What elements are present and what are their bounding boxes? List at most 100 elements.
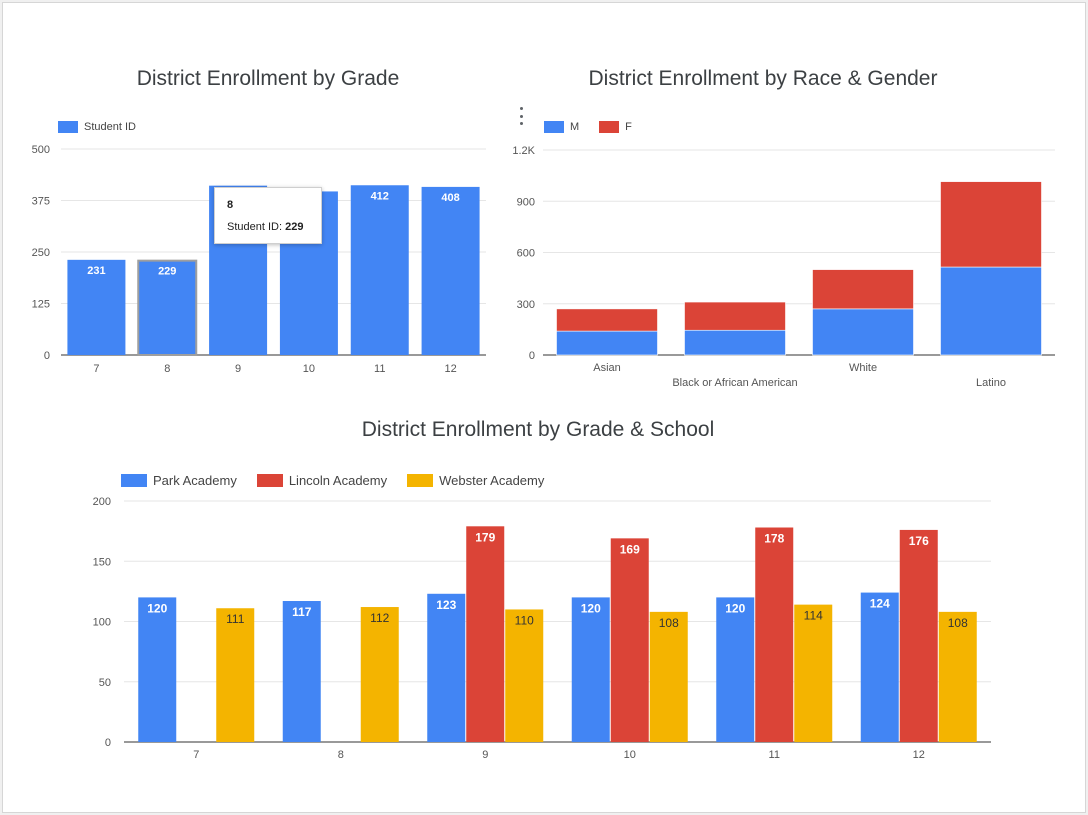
legend-label-m: M <box>570 121 580 133</box>
bar <box>216 608 255 742</box>
bar <box>350 185 409 355</box>
tooltip-label: Student ID: <box>227 221 286 233</box>
x-tick-label: 10 <box>624 749 636 761</box>
legend-item-f[interactable]: F <box>599 121 632 133</box>
chart2-title: District Enrollment by Race & Gender <box>588 67 938 90</box>
bar <box>899 529 938 742</box>
x-tick-label: 7 <box>93 363 99 375</box>
bar <box>860 592 899 742</box>
bar <box>610 538 649 742</box>
legend-label-lincoln: Lincoln Academy <box>288 473 388 488</box>
bar <box>67 259 126 355</box>
bar <box>466 526 505 742</box>
data-label: 120 <box>147 601 167 615</box>
bar <box>137 259 198 357</box>
chart1-title: District Enrollment by Grade <box>136 67 400 90</box>
y-tick-label: 250 <box>32 247 50 259</box>
chart3-title: District Enrollment by Grade & School <box>361 418 715 441</box>
chart1-tooltip: 8 Student ID: 229 <box>214 187 322 244</box>
legend-label-f: F <box>625 121 632 133</box>
data-label: 108 <box>948 616 968 630</box>
chart1-legend[interactable]: Student ID <box>58 121 150 133</box>
stacked-bar-segment <box>684 329 786 356</box>
x-tick-label: 9 <box>482 749 488 761</box>
data-label: 179 <box>475 530 495 544</box>
legend-item-webster[interactable]: Webster Academy <box>407 473 544 488</box>
data-label: 120 <box>725 601 745 615</box>
stacked-bar-segment <box>812 269 914 310</box>
chart2-plot[interactable]: 1.2K 900 600 300 0 Asian Black or African Amer… <box>3 3 1083 403</box>
bar <box>421 186 480 355</box>
y-tick-label: 200 <box>93 496 111 508</box>
legend-swatch-student-id <box>58 121 78 133</box>
bar <box>427 593 466 742</box>
legend-item-lincoln[interactable]: Lincoln Academy <box>256 473 388 488</box>
more-vert-icon[interactable] <box>516 107 526 125</box>
data-label: 412 <box>371 190 389 202</box>
legend-swatch-park <box>121 474 147 487</box>
x-tick-label: 9 <box>235 363 241 375</box>
stacked-bar-segment <box>812 308 914 356</box>
tooltip-value: 229 <box>285 221 304 233</box>
y-tick-label: 300 <box>517 299 535 311</box>
legend-item-park[interactable]: Park Academy <box>121 473 237 488</box>
data-label: 120 <box>581 601 601 615</box>
legend-swatch-lincoln <box>256 474 283 487</box>
legend-label-student-id: Student ID <box>84 121 136 133</box>
data-label: 178 <box>764 532 784 546</box>
y-tick-label: 125 <box>32 299 50 311</box>
stacked-bar-segment <box>940 266 1042 356</box>
data-label: 111 <box>226 612 245 626</box>
y-tick-label: 1.2K <box>512 145 535 157</box>
data-label: 169 <box>620 542 640 556</box>
legend-item-m[interactable]: M <box>544 121 579 133</box>
legend-item-student-id[interactable]: Student ID <box>58 121 136 133</box>
chart2-legend[interactable]: M F <box>544 121 646 133</box>
data-label: 117 <box>292 605 312 619</box>
bar <box>360 607 399 742</box>
tooltip-body: Student ID: 229 <box>227 221 321 233</box>
stacked-bar-segment <box>556 308 658 332</box>
bar <box>282 601 321 742</box>
legend-swatch-f <box>599 121 620 133</box>
legend-label-park: Park Academy <box>153 473 237 488</box>
y-tick-label: 900 <box>517 196 535 208</box>
bar <box>938 611 977 742</box>
y-tick-label: 0 <box>529 350 535 362</box>
legend-swatch-webster <box>407 474 434 487</box>
bar <box>794 604 833 742</box>
data-label: 229 <box>158 266 176 278</box>
x-tick-label: 11 <box>769 749 780 761</box>
y-tick-label: 0 <box>44 350 50 362</box>
x-tick-label: 11 <box>374 363 385 375</box>
data-label: 124 <box>870 597 890 611</box>
y-tick-label: 375 <box>32 196 50 208</box>
bar <box>505 609 544 742</box>
x-tick-label: Asian <box>593 362 621 374</box>
data-label: 108 <box>659 616 679 630</box>
stacked-bar-segment <box>684 301 786 331</box>
y-tick-label: 50 <box>99 677 111 689</box>
data-label: 112 <box>370 611 389 625</box>
x-tick-label: 7 <box>193 749 199 761</box>
y-tick-label: 0 <box>105 737 111 749</box>
x-tick-label: White <box>849 362 877 374</box>
data-label: 110 <box>515 613 534 627</box>
legend-swatch-m <box>544 121 564 133</box>
legend-label-webster: Webster Academy <box>439 473 545 488</box>
bar <box>755 527 794 742</box>
data-label: 231 <box>87 265 105 277</box>
data-label: 123 <box>436 598 456 612</box>
bar <box>138 597 177 742</box>
chart3-legend[interactable]: Park Academy Lincoln Academy Webster Aca… <box>121 473 564 488</box>
stacked-bar-segment <box>940 181 1042 268</box>
bar <box>649 611 688 742</box>
tooltip-title: 8 <box>227 199 234 211</box>
x-tick-label: 12 <box>913 749 925 761</box>
y-tick-label: 600 <box>517 248 535 260</box>
x-tick-label: 10 <box>303 363 315 375</box>
x-tick-label: Black or African American <box>672 377 797 389</box>
x-tick-label: Latino <box>976 377 1006 389</box>
